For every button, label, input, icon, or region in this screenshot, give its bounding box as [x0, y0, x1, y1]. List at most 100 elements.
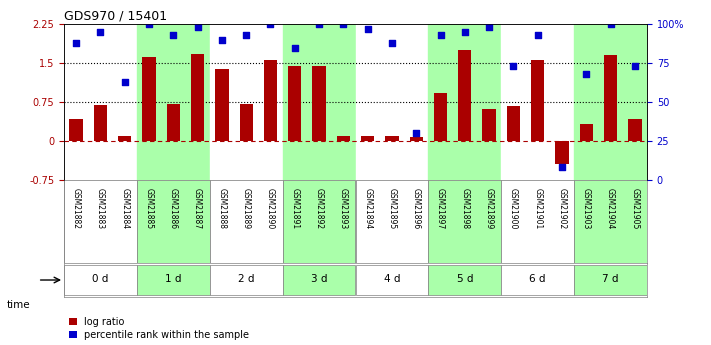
Point — [629, 63, 641, 69]
Bar — [264, 60, 277, 141]
Point — [362, 26, 373, 32]
Text: GSM21887: GSM21887 — [193, 188, 202, 229]
Bar — [428, 24, 501, 180]
Bar — [137, 180, 210, 263]
Point — [605, 21, 616, 27]
Bar — [337, 136, 350, 141]
Bar — [434, 93, 447, 141]
Bar — [64, 180, 137, 263]
Point — [410, 130, 422, 136]
Text: GSM21885: GSM21885 — [144, 188, 154, 229]
Bar — [356, 265, 428, 295]
Point — [508, 63, 519, 69]
Point — [459, 29, 471, 35]
Point — [192, 24, 203, 30]
Bar — [215, 69, 228, 141]
Text: 0 d: 0 d — [92, 274, 109, 284]
Text: GSM21893: GSM21893 — [339, 188, 348, 229]
Point — [556, 165, 567, 170]
Point — [314, 21, 325, 27]
Text: 5 d: 5 d — [456, 274, 473, 284]
Point — [168, 32, 179, 38]
Bar — [282, 180, 356, 263]
Bar — [64, 265, 137, 295]
Text: GSM21902: GSM21902 — [557, 188, 567, 229]
Bar — [501, 24, 574, 180]
Text: GSM21890: GSM21890 — [266, 188, 275, 229]
Bar — [288, 66, 301, 141]
Bar — [574, 265, 647, 295]
Text: GSM21884: GSM21884 — [120, 188, 129, 229]
Point — [386, 40, 397, 46]
Point — [240, 32, 252, 38]
Text: GSM21889: GSM21889 — [242, 188, 251, 229]
Bar — [356, 24, 428, 180]
Bar — [604, 55, 617, 141]
Bar — [428, 180, 501, 263]
Text: GSM21897: GSM21897 — [436, 188, 445, 229]
Bar — [166, 104, 180, 141]
Point — [435, 32, 447, 38]
Point — [216, 37, 228, 42]
Bar — [282, 24, 356, 180]
Bar — [501, 265, 574, 295]
Bar — [531, 60, 545, 141]
Text: GSM21904: GSM21904 — [606, 188, 615, 230]
Text: GSM21900: GSM21900 — [509, 188, 518, 230]
Bar — [483, 109, 496, 141]
Text: GDS970 / 15401: GDS970 / 15401 — [64, 10, 167, 23]
Bar — [118, 136, 132, 141]
Text: GSM21901: GSM21901 — [533, 188, 542, 229]
Bar — [361, 136, 374, 141]
Text: GSM21898: GSM21898 — [460, 188, 469, 229]
Bar — [507, 106, 520, 141]
Bar — [579, 124, 593, 141]
Bar — [64, 24, 137, 180]
Bar — [629, 119, 641, 141]
Text: time: time — [7, 300, 31, 310]
Bar — [191, 54, 204, 141]
Text: GSM21895: GSM21895 — [387, 188, 397, 229]
Text: GSM21886: GSM21886 — [169, 188, 178, 229]
Bar — [240, 104, 253, 141]
Bar — [574, 24, 647, 180]
Point — [264, 21, 276, 27]
Bar — [501, 180, 574, 263]
Text: GSM21892: GSM21892 — [314, 188, 324, 229]
Text: 4 d: 4 d — [384, 274, 400, 284]
Text: GSM21882: GSM21882 — [72, 188, 80, 229]
Bar — [458, 50, 471, 141]
Point — [338, 21, 349, 27]
Text: 3 d: 3 d — [311, 274, 327, 284]
Text: 6 d: 6 d — [530, 274, 546, 284]
Text: GSM21896: GSM21896 — [412, 188, 421, 229]
Bar — [210, 180, 282, 263]
Point — [532, 32, 543, 38]
Bar — [137, 24, 210, 180]
Text: GSM21891: GSM21891 — [290, 188, 299, 229]
Text: 1 d: 1 d — [165, 274, 181, 284]
Point — [581, 71, 592, 77]
Bar — [137, 265, 210, 295]
Bar — [574, 180, 647, 263]
Text: 2 d: 2 d — [238, 274, 255, 284]
Bar — [210, 24, 282, 180]
Bar — [428, 265, 501, 295]
Bar — [385, 136, 399, 141]
Text: GSM21894: GSM21894 — [363, 188, 372, 229]
Bar — [210, 265, 282, 295]
Bar — [282, 265, 356, 295]
Point — [95, 29, 106, 35]
Text: GSM21899: GSM21899 — [485, 188, 493, 229]
Text: GSM21888: GSM21888 — [218, 188, 226, 229]
Bar — [356, 180, 428, 263]
Bar — [94, 105, 107, 141]
Point — [70, 40, 82, 46]
Bar — [70, 119, 82, 141]
Text: GSM21905: GSM21905 — [631, 188, 639, 230]
Legend: log ratio, percentile rank within the sample: log ratio, percentile rank within the sa… — [69, 317, 250, 340]
Text: GSM21903: GSM21903 — [582, 188, 591, 230]
Bar — [555, 141, 569, 164]
Text: GSM21883: GSM21883 — [96, 188, 105, 229]
Text: 7 d: 7 d — [602, 274, 619, 284]
